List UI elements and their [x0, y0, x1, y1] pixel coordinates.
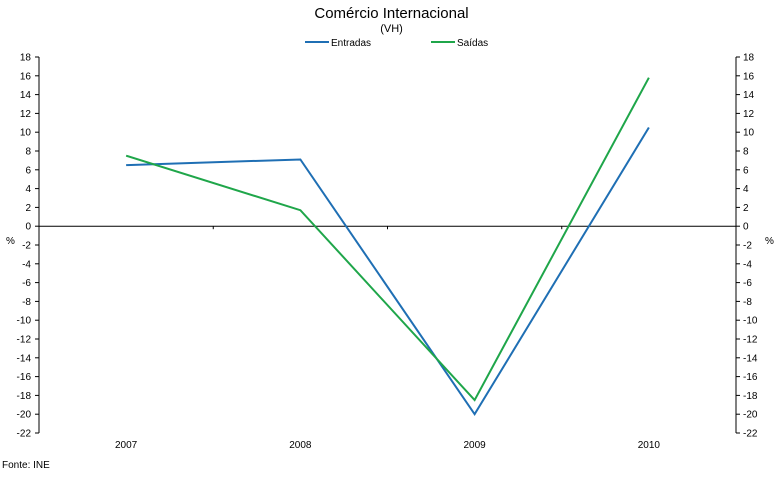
y-tick-label-right: -10: [743, 316, 758, 327]
y-tick-label-left: 0: [25, 222, 31, 233]
y-tick-label-left: -16: [17, 372, 32, 383]
y-tick-label-right: -2: [743, 241, 752, 252]
y-tick-label-right: -14: [743, 353, 758, 364]
y-tick-label-left: 18: [20, 53, 32, 64]
y-tick-label-right: 2: [743, 203, 749, 214]
y-tick-label-left: 10: [20, 128, 32, 139]
chart-subtitle: (VH): [380, 23, 403, 35]
y-tick-label-left: -18: [17, 391, 32, 402]
y-tick-label-left: -2: [22, 241, 31, 252]
y-tick-label-left: 12: [20, 109, 32, 120]
x-tick-label: 2009: [464, 440, 487, 451]
y-tick-label-left: -8: [22, 297, 31, 308]
legend-item-entradas: Entradas: [305, 38, 371, 49]
y-tick-label-right: -4: [743, 259, 752, 270]
y-tick-label-right: -22: [743, 429, 758, 440]
y-tick-label-right: 8: [743, 147, 749, 158]
y-tick-label-right: 16: [743, 71, 755, 82]
y-tick-label-right: -18: [743, 391, 758, 402]
y-tick-label-right: 14: [743, 90, 755, 101]
y-tick-label-left: -22: [17, 429, 32, 440]
y-tick-label-left: 4: [25, 184, 31, 195]
y-tick-label-right: 0: [743, 222, 749, 233]
y-axis-title-left: %: [6, 236, 15, 247]
series-line-saídas: [125, 77, 650, 402]
y-tick-label-right: 6: [743, 165, 749, 176]
y-tick-label-left: -4: [22, 259, 31, 270]
y-tick-label-right: -20: [743, 410, 758, 421]
legend-item-saidas: Saídas: [431, 38, 488, 49]
y-tick-label-right: -6: [743, 278, 752, 289]
y-tick-label-left: -12: [17, 335, 32, 346]
legend-swatch-entradas: [305, 41, 329, 44]
legend-swatch-saidas: [431, 41, 455, 44]
series-line-entradas: [126, 126, 650, 417]
y-tick-label-right: 18: [743, 53, 755, 64]
y-tick-label-right: 10: [743, 128, 755, 139]
y-tick-label-left: 8: [25, 147, 31, 158]
y-tick-label-left: 14: [20, 90, 32, 101]
legend-label-entradas: Entradas: [331, 38, 372, 49]
y-tick-label-right: -12: [743, 335, 758, 346]
y-tick-label-left: -14: [17, 353, 32, 364]
y-tick-label-right: -8: [743, 297, 752, 308]
y-tick-label-right: -16: [743, 372, 758, 383]
y-tick-label-left: -10: [17, 316, 32, 327]
x-tick-label: 2007: [115, 440, 138, 451]
y-tick-label-left: 6: [25, 165, 31, 176]
y-tick-label-right: 12: [743, 109, 755, 120]
y-tick-label-right: 4: [743, 184, 749, 195]
x-tick-label: 2010: [638, 440, 661, 451]
y-tick-label-left: 16: [20, 71, 32, 82]
y-axis-title-right: %: [765, 236, 774, 247]
source-note: Fonte: INE: [2, 460, 50, 471]
y-tick-label-left: -6: [22, 278, 31, 289]
legend-label-saidas: Saídas: [457, 38, 489, 49]
chart-title: Comércio Internacional: [314, 5, 469, 22]
y-tick-label-left: 2: [25, 203, 31, 214]
y-tick-label-left: -20: [17, 410, 32, 421]
x-tick-label: 2008: [289, 440, 312, 451]
